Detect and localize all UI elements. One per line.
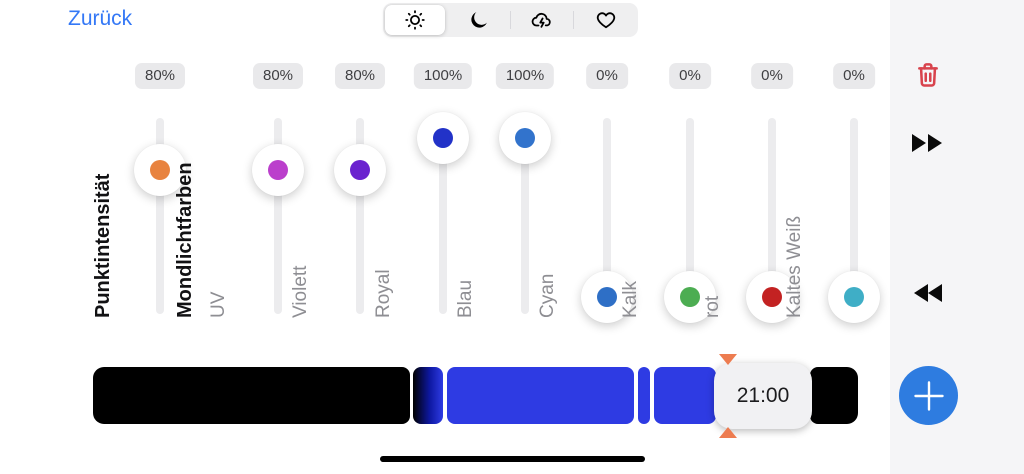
current-time-marker-top [719,354,737,365]
mode-segmented-control [383,3,638,37]
channel-color-dot [433,128,453,148]
fast-forward-icon [912,134,942,152]
channel-percent-badge: 80% [334,63,386,89]
group-label-moonlight-colors: Mondlichtfarben [174,162,196,318]
channel-slider-track[interactable] [274,118,282,314]
skip-forward-button[interactable] [900,128,956,158]
channel-color-dot [150,159,170,180]
channel-slider-track[interactable] [521,118,529,314]
channel-slider-knob[interactable] [828,271,880,323]
trash-icon [918,63,938,87]
rewind-icon [914,284,942,302]
channel-percent-badge: 0% [833,63,875,89]
tab-storm[interactable] [511,3,575,37]
channel-slider-track[interactable] [768,118,776,314]
skip-back-button[interactable] [900,278,956,308]
channel-label: Violett [290,265,311,318]
moon-icon [470,12,487,28]
storm-cloud-icon [532,12,552,28]
channel-label: Blau [455,279,476,318]
channel-color-dot [844,287,864,307]
timeline-segment[interactable] [447,367,634,424]
channel-color-dot [762,287,782,307]
timeline-segment[interactable] [93,367,410,424]
channel-percent-badge: 80% [134,63,186,89]
timeline-segment[interactable] [638,367,650,424]
timeline-segment[interactable] [810,367,858,424]
channel-label: rot [702,295,723,318]
home-indicator [380,456,645,462]
channel-slider-knob[interactable] [334,143,386,196]
channel-label: UV [208,291,229,318]
current-time-marker-bottom [719,427,737,438]
channel-percent-badge: 100% [413,63,473,89]
channel-label: Cyan [537,273,558,318]
channel-slider-track[interactable] [686,118,694,314]
channel-slider-knob[interactable] [746,271,798,323]
channel-label: Royal [373,269,394,318]
timeline-segment[interactable] [413,367,443,424]
channel-slider-knob[interactable] [664,271,716,323]
tab-daylight[interactable] [383,3,447,37]
channel-label: Kalk [620,281,641,318]
channel-slider-track[interactable] [603,118,611,314]
channel-slider-knob[interactable] [581,271,633,323]
plus-icon [913,380,944,411]
add-button[interactable] [899,366,958,425]
channel-slider-track[interactable] [850,118,858,314]
channel-slider-knob[interactable] [417,112,469,164]
channel-color-dot [515,128,535,148]
channel-percent-badge: 80% [252,63,304,89]
channel-slider-track[interactable] [356,118,364,314]
tab-favorites[interactable] [574,3,638,37]
channel-percent-badge: 100% [495,63,555,89]
segment-divider [573,11,574,29]
back-button[interactable]: Zurück [68,7,133,30]
channel-label: Punktintensität [92,173,114,318]
channel-percent-badge: 0% [669,63,711,89]
channel-percent-badge: 0% [751,63,793,89]
channel-slider-track[interactable] [439,118,447,314]
heart-icon [596,12,616,29]
channel-color-dot [680,287,700,307]
tab-moonlight[interactable] [447,3,511,37]
channel-slider-knob[interactable] [499,112,551,164]
timeline-segment[interactable] [654,367,716,424]
sun-icon [405,10,425,30]
channel-color-dot [597,287,617,307]
channel-slider-knob[interactable] [252,143,304,196]
segment-divider [510,11,511,29]
time-handle[interactable]: 21:00 [714,363,812,429]
channel-label: Kaltes Weiß [784,215,805,318]
delete-button[interactable] [900,59,956,91]
channel-percent-badge: 0% [586,63,628,89]
channel-slider-track[interactable] [156,118,164,314]
channel-slider-knob[interactable] [134,143,186,196]
channel-color-dot [268,159,288,180]
channel-color-dot [350,159,370,180]
